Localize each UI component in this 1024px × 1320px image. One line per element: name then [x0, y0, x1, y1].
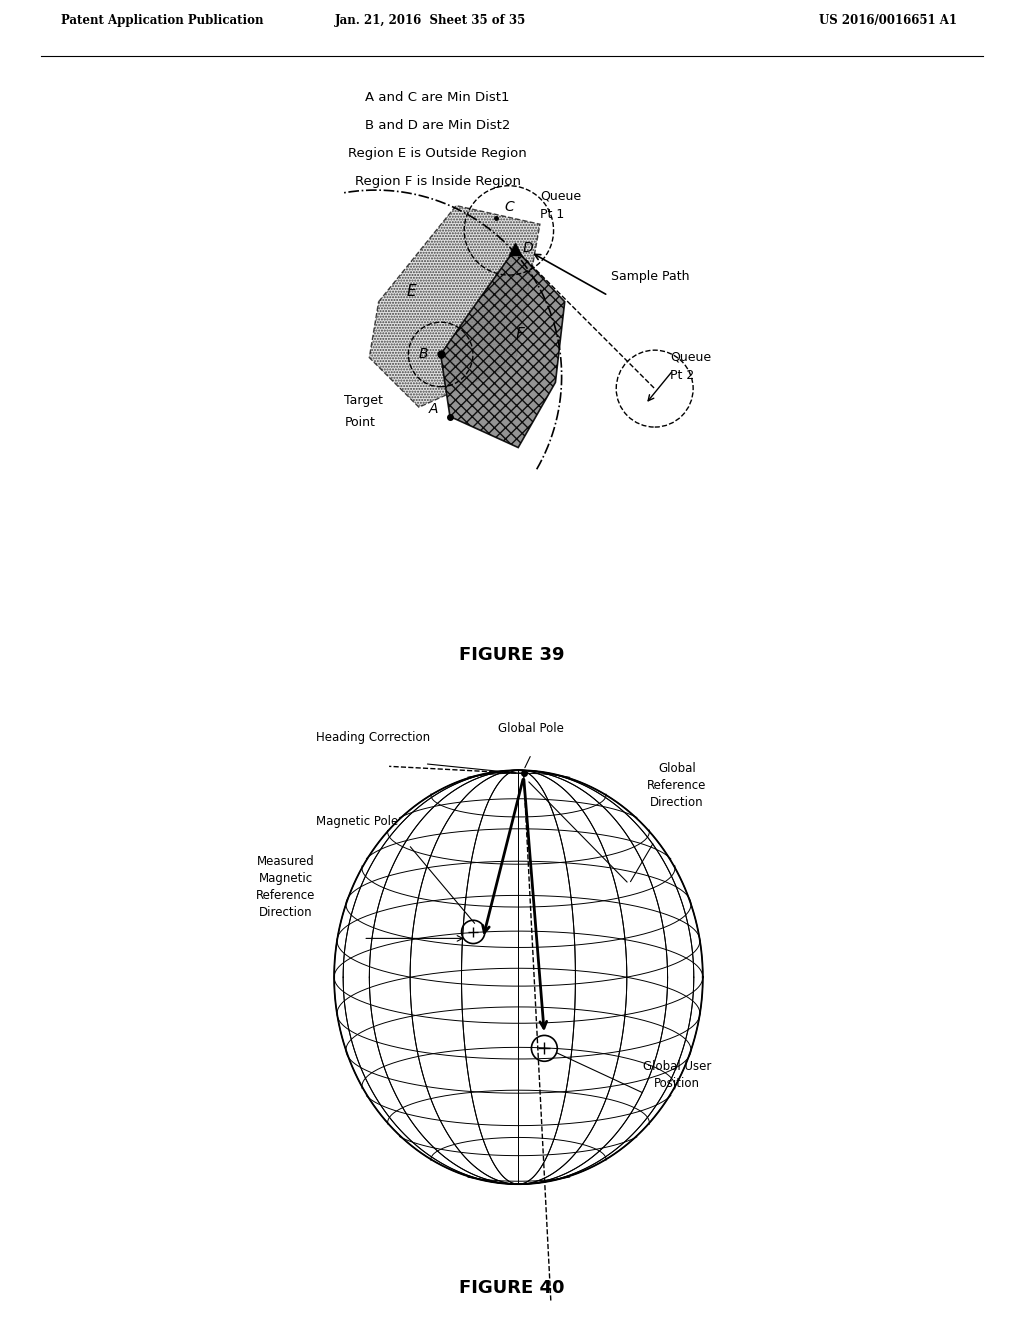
Text: Global Pole: Global Pole [499, 722, 564, 735]
Text: A and C are Min Dist1: A and C are Min Dist1 [366, 91, 510, 104]
Text: Target: Target [344, 395, 383, 407]
Text: Global User
Position: Global User Position [643, 1060, 711, 1090]
Text: Jan. 21, 2016  Sheet 35 of 35: Jan. 21, 2016 Sheet 35 of 35 [335, 15, 525, 28]
Text: Point: Point [344, 416, 376, 429]
Text: A: A [428, 403, 437, 416]
Text: Queue: Queue [540, 189, 581, 202]
Text: Measured
Magnetic
Reference
Direction: Measured Magnetic Reference Direction [256, 855, 315, 919]
Text: Pt 2: Pt 2 [670, 370, 694, 383]
Text: Region F is Inside Region: Region F is Inside Region [354, 174, 520, 187]
Text: Patent Application Publication: Patent Application Publication [61, 15, 264, 28]
Text: B and D are Min Dist2: B and D are Min Dist2 [365, 119, 510, 132]
Text: Queue: Queue [670, 351, 712, 364]
Text: FIGURE 40: FIGURE 40 [459, 1279, 565, 1296]
Text: E: E [407, 284, 416, 298]
Text: Sample Path: Sample Path [611, 271, 690, 282]
Text: F: F [515, 327, 524, 342]
Text: C: C [504, 199, 514, 214]
Text: B: B [419, 347, 428, 360]
Text: FIGURE 39: FIGURE 39 [459, 647, 565, 664]
Text: Region E is Outside Region: Region E is Outside Region [348, 147, 527, 160]
Text: US 2016/0016651 A1: US 2016/0016651 A1 [819, 15, 957, 28]
Text: D: D [522, 242, 534, 255]
Polygon shape [370, 206, 540, 407]
Text: Magnetic Pole: Magnetic Pole [315, 816, 398, 829]
Text: Global
Reference
Direction: Global Reference Direction [647, 762, 707, 809]
Text: Pt 1: Pt 1 [540, 209, 564, 220]
Polygon shape [440, 249, 564, 447]
Text: Heading Correction: Heading Correction [315, 731, 430, 744]
